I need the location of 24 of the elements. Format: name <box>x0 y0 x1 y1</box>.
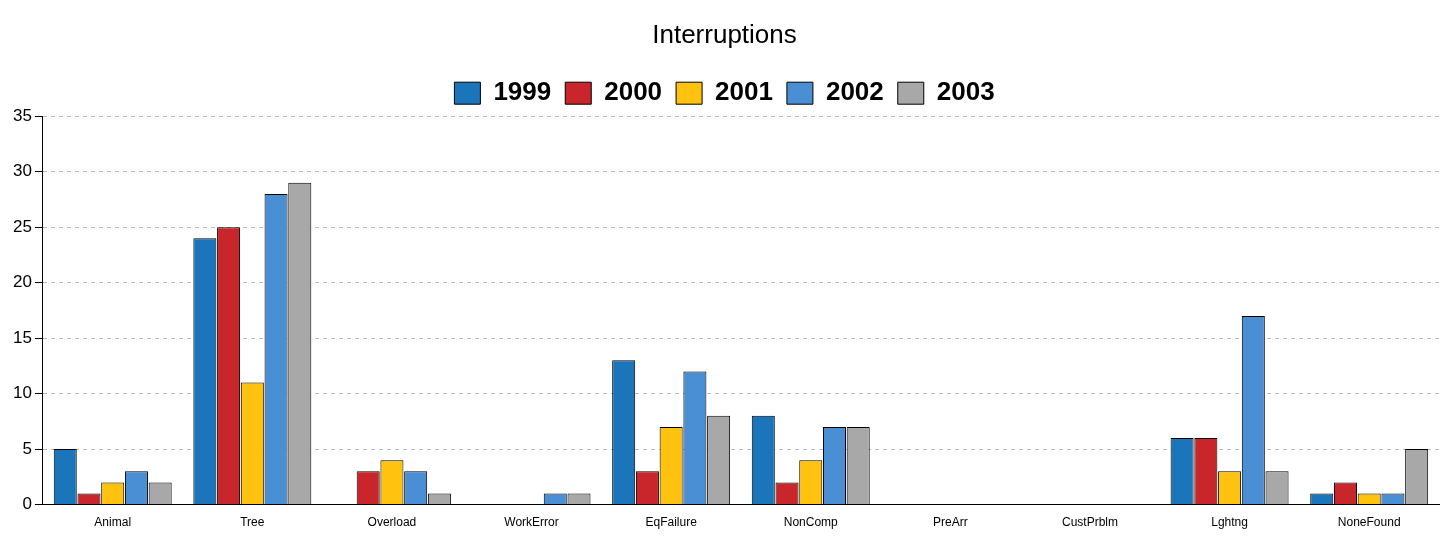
x-tick-label: NonComp <box>783 515 839 530</box>
x-tick-label: WorkError <box>504 515 559 530</box>
x-tick-label: Animal <box>94 515 132 530</box>
x-tick-label: PreArr <box>933 515 968 530</box>
y-tick-label: 5 <box>22 438 32 458</box>
legend-label: 2000 <box>604 76 663 107</box>
x-tick-label: Tree <box>240 515 265 530</box>
x-tick-label: CustPrblm <box>1061 515 1118 530</box>
y-tick-label: 15 <box>12 327 32 347</box>
x-tick-label: Overload <box>367 515 417 530</box>
legend-label: 2001 <box>715 76 773 107</box>
y-tick-label: 30 <box>12 161 32 181</box>
legend-label: 2003 <box>936 76 995 107</box>
y-tick-label: 20 <box>12 272 32 292</box>
legend-label: 1999 <box>493 76 552 107</box>
y-tick-label: 35 <box>12 105 32 125</box>
y-tick-label: 0 <box>22 494 32 514</box>
x-tick-label: EqFailure <box>645 515 698 530</box>
x-tick-label: NoneFound <box>1337 515 1401 530</box>
x-tick-label: Lghtng <box>1211 515 1248 530</box>
legend-label: 2002 <box>825 76 884 107</box>
y-tick-label: 25 <box>12 216 32 236</box>
chart-title: Interruptions <box>652 18 797 49</box>
y-tick-label: 10 <box>12 383 32 403</box>
